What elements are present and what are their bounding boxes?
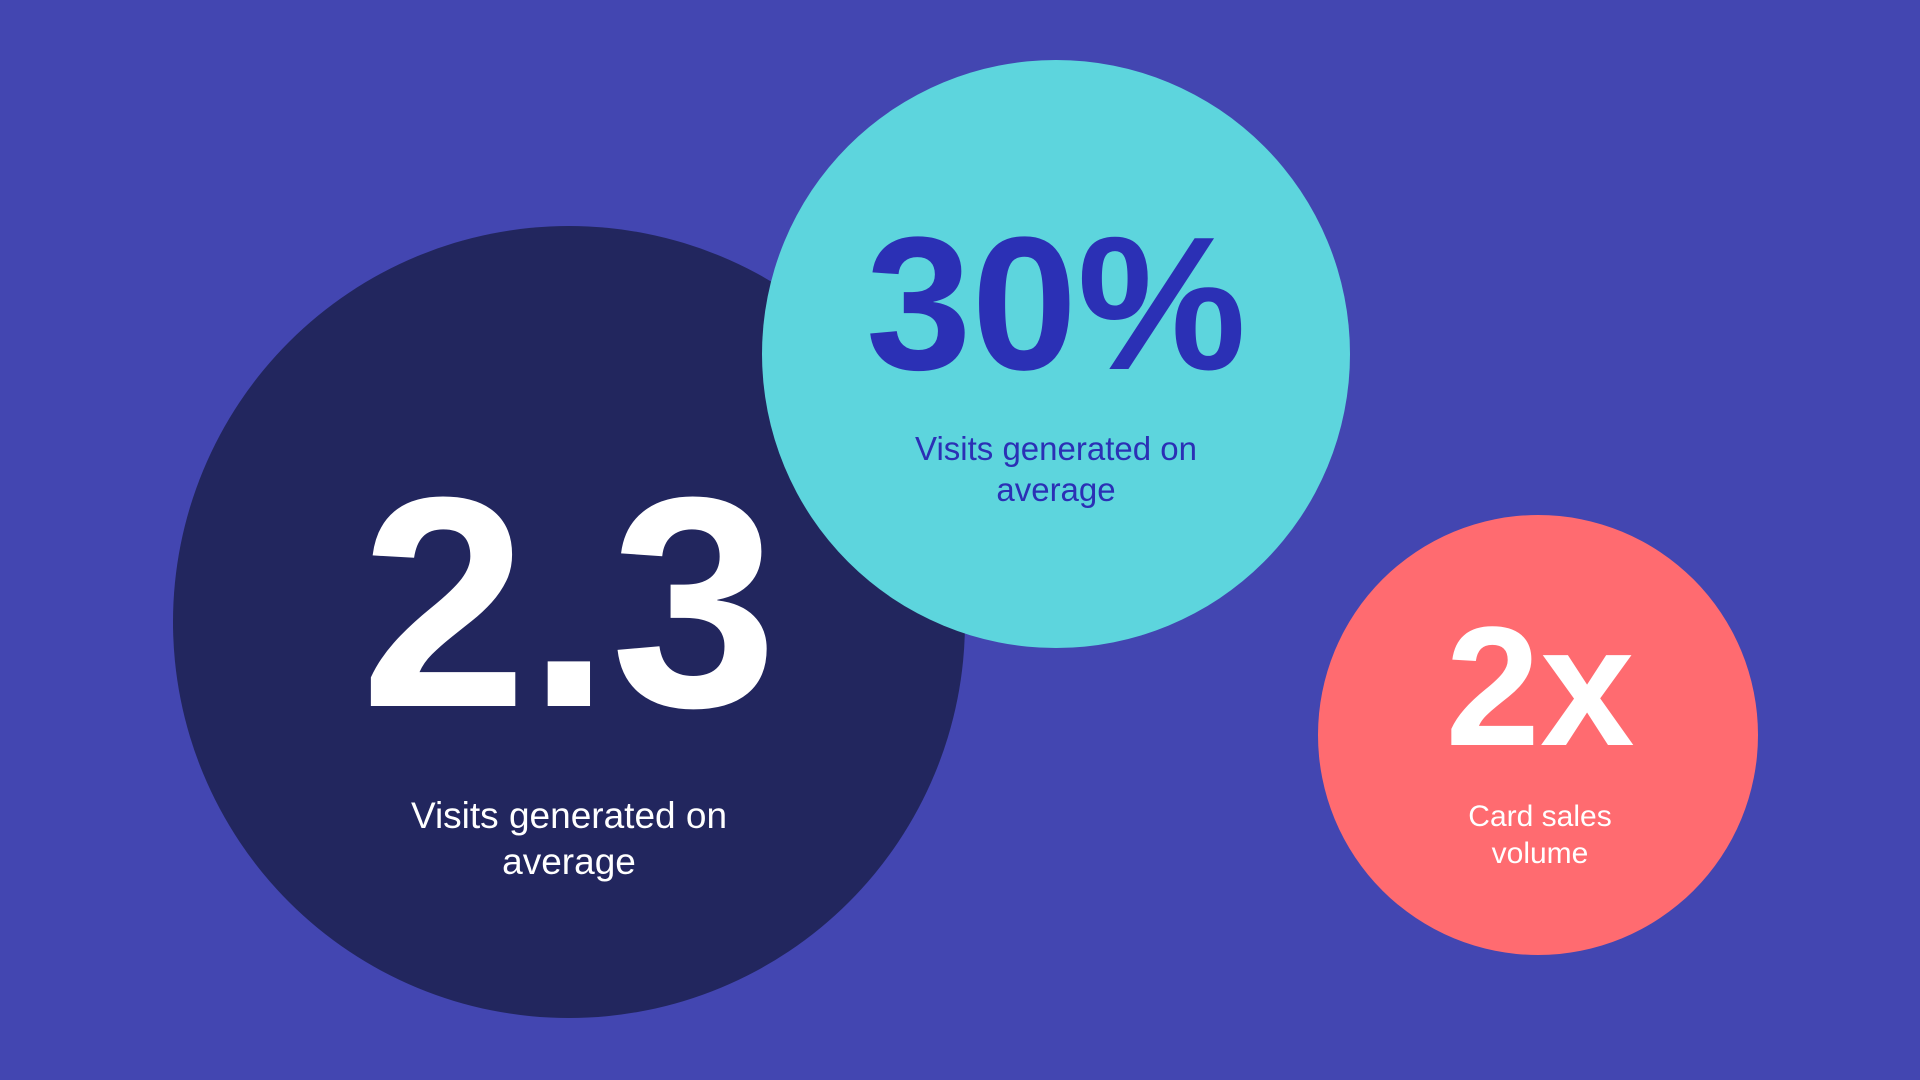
stat-value: 30%: [865, 198, 1247, 410]
stat-label: Visits generated on average: [915, 429, 1197, 508]
stat-card-sales: 2x Card sales volume: [1340, 590, 1740, 873]
stat-value: 2.3: [360, 434, 778, 770]
stat-label: Card sales volume: [1468, 799, 1612, 871]
stat-visits-count: 2.3 Visits generated on average: [259, 430, 879, 886]
stat-circle-cyan: [762, 60, 1350, 648]
stat-label: Visits generated on average: [410, 795, 728, 883]
stat-circle-coral: [1318, 515, 1758, 955]
stat-visits-percent: 30% Visits generated on average: [796, 195, 1316, 510]
stat-value: 2x: [1445, 592, 1635, 782]
